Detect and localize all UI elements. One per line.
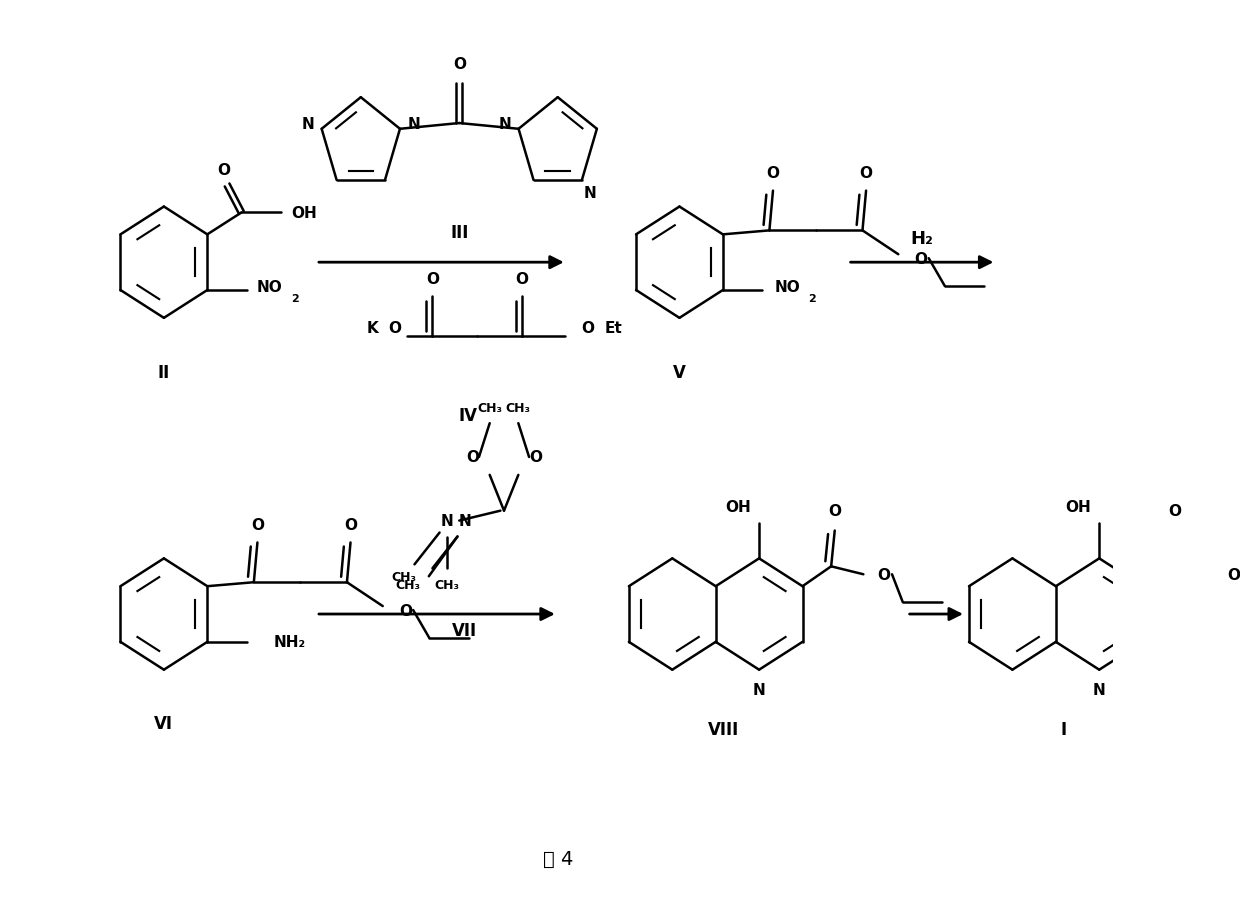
Text: O: O (250, 517, 264, 533)
Text: VI: VI (155, 714, 174, 732)
Text: N: N (301, 118, 315, 132)
Text: 2: 2 (808, 293, 816, 303)
Text: NO: NO (257, 280, 283, 294)
Text: O: O (516, 271, 528, 286)
Text: OH: OH (724, 499, 750, 515)
Text: O: O (343, 517, 357, 533)
Text: NO: NO (775, 280, 800, 294)
Text: CH₃: CH₃ (392, 570, 417, 583)
Text: N: N (407, 118, 420, 132)
Text: N: N (498, 118, 511, 132)
Text: NH₂: NH₂ (274, 635, 305, 650)
Text: N: N (584, 186, 596, 201)
Text: O: O (399, 603, 412, 618)
Text: VII: VII (453, 621, 477, 640)
Text: OH: OH (1226, 568, 1240, 582)
Text: II: II (157, 363, 170, 381)
Text: I: I (1060, 721, 1066, 739)
Text: K: K (367, 321, 378, 336)
Text: O: O (529, 450, 542, 465)
Text: OH: OH (1065, 499, 1091, 515)
Text: O: O (425, 271, 439, 286)
Text: CH₃: CH₃ (394, 578, 420, 591)
Text: 式 4: 式 4 (543, 849, 573, 868)
Text: N: N (440, 514, 453, 528)
Text: Et: Et (604, 321, 622, 336)
Text: O: O (878, 568, 890, 582)
Text: OH: OH (291, 206, 317, 220)
Text: N: N (459, 514, 471, 528)
Text: O: O (217, 162, 229, 178)
Text: 2: 2 (291, 293, 299, 303)
Text: O: O (1168, 504, 1182, 518)
Text: O: O (466, 450, 479, 465)
Text: VIII: VIII (708, 721, 739, 739)
Text: N: N (1092, 682, 1106, 697)
Text: H₂: H₂ (910, 230, 934, 248)
Text: III: III (450, 224, 469, 242)
Text: O: O (859, 166, 873, 181)
Text: O: O (766, 166, 780, 181)
Text: O: O (582, 321, 594, 336)
Text: V: V (673, 363, 686, 381)
Text: CH₃: CH₃ (477, 402, 502, 415)
Text: O: O (388, 321, 402, 336)
Text: IV: IV (459, 407, 477, 425)
Text: O: O (828, 504, 841, 518)
Text: CH₃: CH₃ (434, 578, 459, 591)
Text: N: N (753, 682, 765, 697)
Text: O: O (914, 251, 928, 266)
Text: CH₃: CH₃ (506, 402, 531, 415)
Text: O: O (453, 56, 466, 72)
